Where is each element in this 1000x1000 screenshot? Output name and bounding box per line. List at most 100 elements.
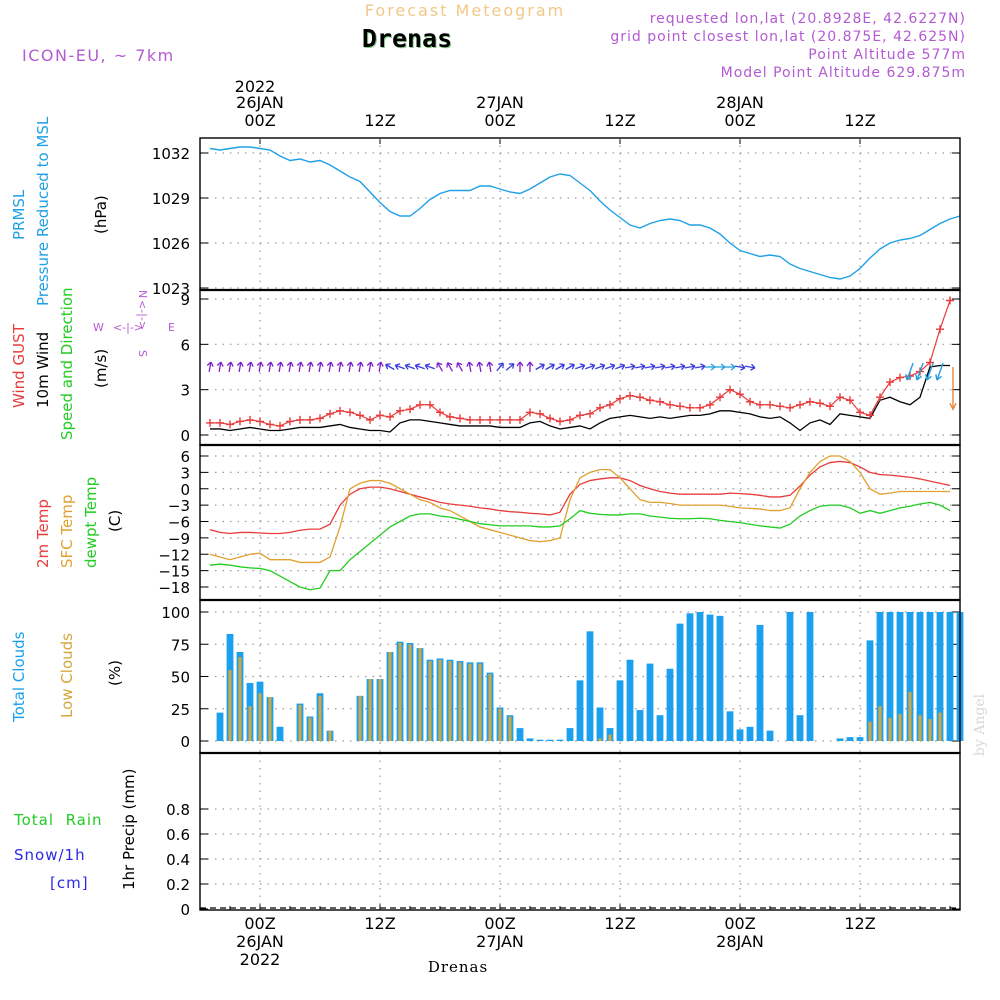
temp-unit: (C) [106,510,124,532]
wind-direction-arrow [306,361,314,373]
wind-direction-arrow [336,361,344,373]
gust-marker [326,409,334,418]
gust-marker [576,411,584,420]
top-time-label: 26JAN [236,93,284,112]
clouds-ytick-label: 50 [171,669,190,687]
temperature-ytick-label: −15 [158,563,190,581]
wind-direction-arrow [206,361,214,373]
total-cloud-bar [926,612,934,741]
wind-direction-arrow [705,363,716,371]
gust-marker [736,390,744,399]
low-cloud-bar [408,644,412,741]
gust-marker [846,396,854,405]
low-cloud-bar [938,712,942,741]
low-cloud-bar [868,721,872,741]
gust-marker [356,411,364,420]
low-cloud-bar [928,719,932,741]
gust-marker [716,393,724,402]
bottom-time-label: 2022 [240,950,281,969]
pressure-ytick-label: 1029 [152,190,190,208]
wind-direction-arrow [615,363,626,370]
total-cloud-bar [596,707,604,741]
total-cloud-bar [586,631,594,741]
low-cloud-bar [908,691,912,741]
wind-direction-arrow [404,363,415,370]
gust-marker [266,420,274,429]
total-cloud-bar [846,737,854,741]
wind-direction-arrow [654,363,666,371]
wind-direction-arrow [456,362,464,372]
bottom-time-label: 12Z [604,914,635,933]
total-cloud-bar [936,612,944,741]
low-cloud-bar [478,663,482,741]
wind-ytick-label: 6 [180,336,190,354]
pressure-label-line2: Pressure Reduced to MSL [34,116,52,306]
total-cloud-bar [946,612,954,741]
gust-marker [276,421,284,430]
gust-marker [826,402,834,411]
gust-marker [246,415,254,424]
gust-marker [936,325,944,334]
gust-marker [926,358,934,367]
gust-marker [206,418,214,427]
gust-marker [876,393,884,402]
low-cloud-bar [298,704,302,741]
total-cloud-bar [866,640,874,741]
wind-direction-arrow [414,363,425,370]
low-cloud-bar [398,642,402,741]
gust-marker [466,415,474,424]
low-cloud-bar [898,713,902,741]
total-cloud-bar [916,612,924,741]
total-cloud-bar [856,737,864,741]
wind-direction-arrow [674,363,686,371]
wind-direction-arrow [575,363,586,370]
sfc-label: SFC Temp [58,495,76,568]
gust-marker [776,402,784,411]
total-cloud-bar [756,624,764,741]
low-cloud-bar [878,706,882,741]
gust-marker [366,415,374,424]
top-year: 2022 [235,77,276,96]
wind-direction-arrow-final [949,367,957,411]
pressure-unit: (hPa) [92,195,110,234]
gust-marker [596,403,604,412]
gust-marker [676,402,684,411]
gust-marker [796,400,804,409]
snow-label: Snow/1h [14,846,86,864]
gust-marker [486,415,494,424]
gust-marker [396,406,404,415]
location-title-shadow: Drenas [363,25,453,54]
gust-marker [296,415,304,424]
precip-ytick-label: 0.4 [166,851,190,869]
speed-direction-label: Speed and Direction [58,287,76,440]
gust-marker [216,418,224,427]
total-cloud-bar [646,663,654,741]
gust-marker [766,400,774,409]
top-time-label: 00Z [244,111,275,130]
low-cloud-bar [458,662,462,741]
low-cloud-bar [448,661,452,741]
wind-direction-arrow [545,363,555,371]
low-clouds-label: Low Clouds [58,633,76,718]
low-cloud-bar [368,679,372,741]
total-cloud-bar [676,623,684,741]
wind-direction-arrow [496,362,504,372]
wind-direction-arrow [624,363,636,371]
clouds-unit: (%) [106,660,124,686]
top-time-label: 12Z [844,111,875,130]
gust-marker [686,403,694,412]
wind-direction-arrow [905,362,914,381]
gust-marker [836,393,844,402]
gust-marker [726,385,734,394]
wind-direction-arrow [595,363,606,370]
precip-ytick-label: 0.6 [166,826,190,844]
total-cloud-bar [726,711,734,741]
temperature-ytick-label: 6 [180,448,190,466]
temperature-ytick-label: 3 [180,464,190,482]
temperature-ytick-label: −3 [168,497,190,515]
gust-marker [666,400,674,409]
bottom-time-label: 27JAN [476,932,524,951]
gust-marker [646,396,654,405]
